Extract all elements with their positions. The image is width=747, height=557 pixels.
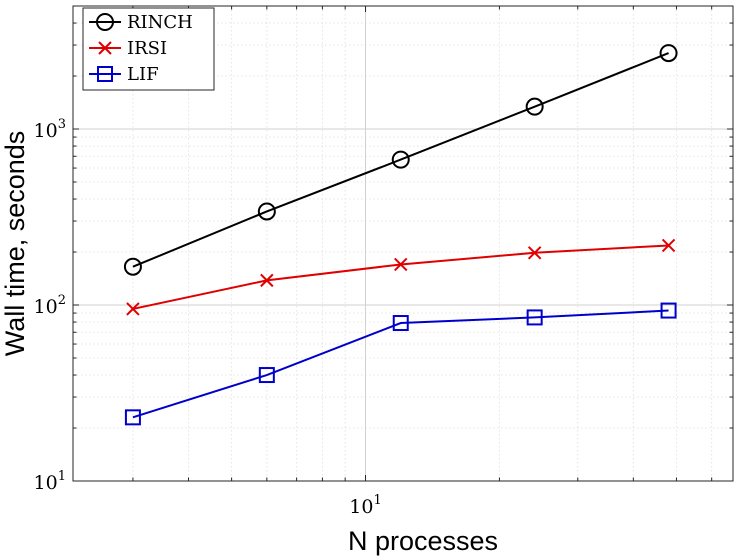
- x-marker-stroke: [661, 238, 676, 253]
- legend-label-rinch: RINCH: [127, 12, 193, 33]
- series-line-irsi: [132, 244, 669, 310]
- legend-marker-irsi: [98, 41, 112, 55]
- x-axis-label: N processes: [348, 526, 498, 556]
- data-point-lif: [392, 315, 409, 332]
- x-tick-label: 101: [349, 493, 381, 518]
- data-point-irsi: [260, 273, 274, 288]
- data-point-rinch: [525, 97, 544, 116]
- x-marker-stroke: [394, 257, 408, 272]
- data-point-lif: [124, 409, 141, 426]
- data-point-irsi: [661, 238, 676, 253]
- x-marker-stroke: [260, 273, 274, 288]
- x-marker-stroke: [527, 246, 542, 260]
- legend-label-lif: LIF: [127, 64, 159, 85]
- legend-marker-rinch: [96, 13, 114, 31]
- y-tick-label: 101: [34, 469, 66, 494]
- ticks-layer: [73, 5, 733, 482]
- data-point-lif: [660, 302, 677, 319]
- data-point-rinch: [659, 44, 678, 63]
- data-point-rinch: [391, 150, 410, 169]
- y-tick-label: 102: [34, 293, 66, 318]
- legend-item-lif: LIF: [89, 64, 159, 85]
- legend-marker-lif: [97, 66, 113, 82]
- data-point-rinch: [257, 202, 276, 221]
- series-line-rinch: [132, 52, 669, 268]
- legend-label-irsi: IRSI: [127, 38, 167, 59]
- tick-labels: 101 102 103 101: [34, 117, 382, 518]
- data-point-irsi: [527, 246, 542, 260]
- series-line-lif: [132, 309, 669, 419]
- legend-item-irsi: IRSI: [89, 38, 167, 59]
- data-point-lif: [526, 309, 543, 326]
- legend: RINCH IRSI LIF: [82, 7, 215, 91]
- series-rinch: [123, 44, 678, 276]
- data-point-lif: [258, 367, 275, 384]
- data-point-irsi: [126, 302, 140, 316]
- plot-frame: [72, 5, 734, 482]
- y-axis-label: Wall time, seconds: [0, 131, 30, 357]
- legend-item-rinch: RINCH: [89, 12, 193, 33]
- y-tick-label: 103: [34, 117, 66, 142]
- x-marker-stroke: [126, 302, 140, 316]
- series-layer: [123, 44, 678, 426]
- series-irsi: [126, 238, 676, 316]
- series-lif: [124, 302, 677, 426]
- data-point-rinch: [123, 257, 142, 276]
- data-point-irsi: [394, 257, 408, 272]
- x-marker-stroke: [98, 41, 112, 55]
